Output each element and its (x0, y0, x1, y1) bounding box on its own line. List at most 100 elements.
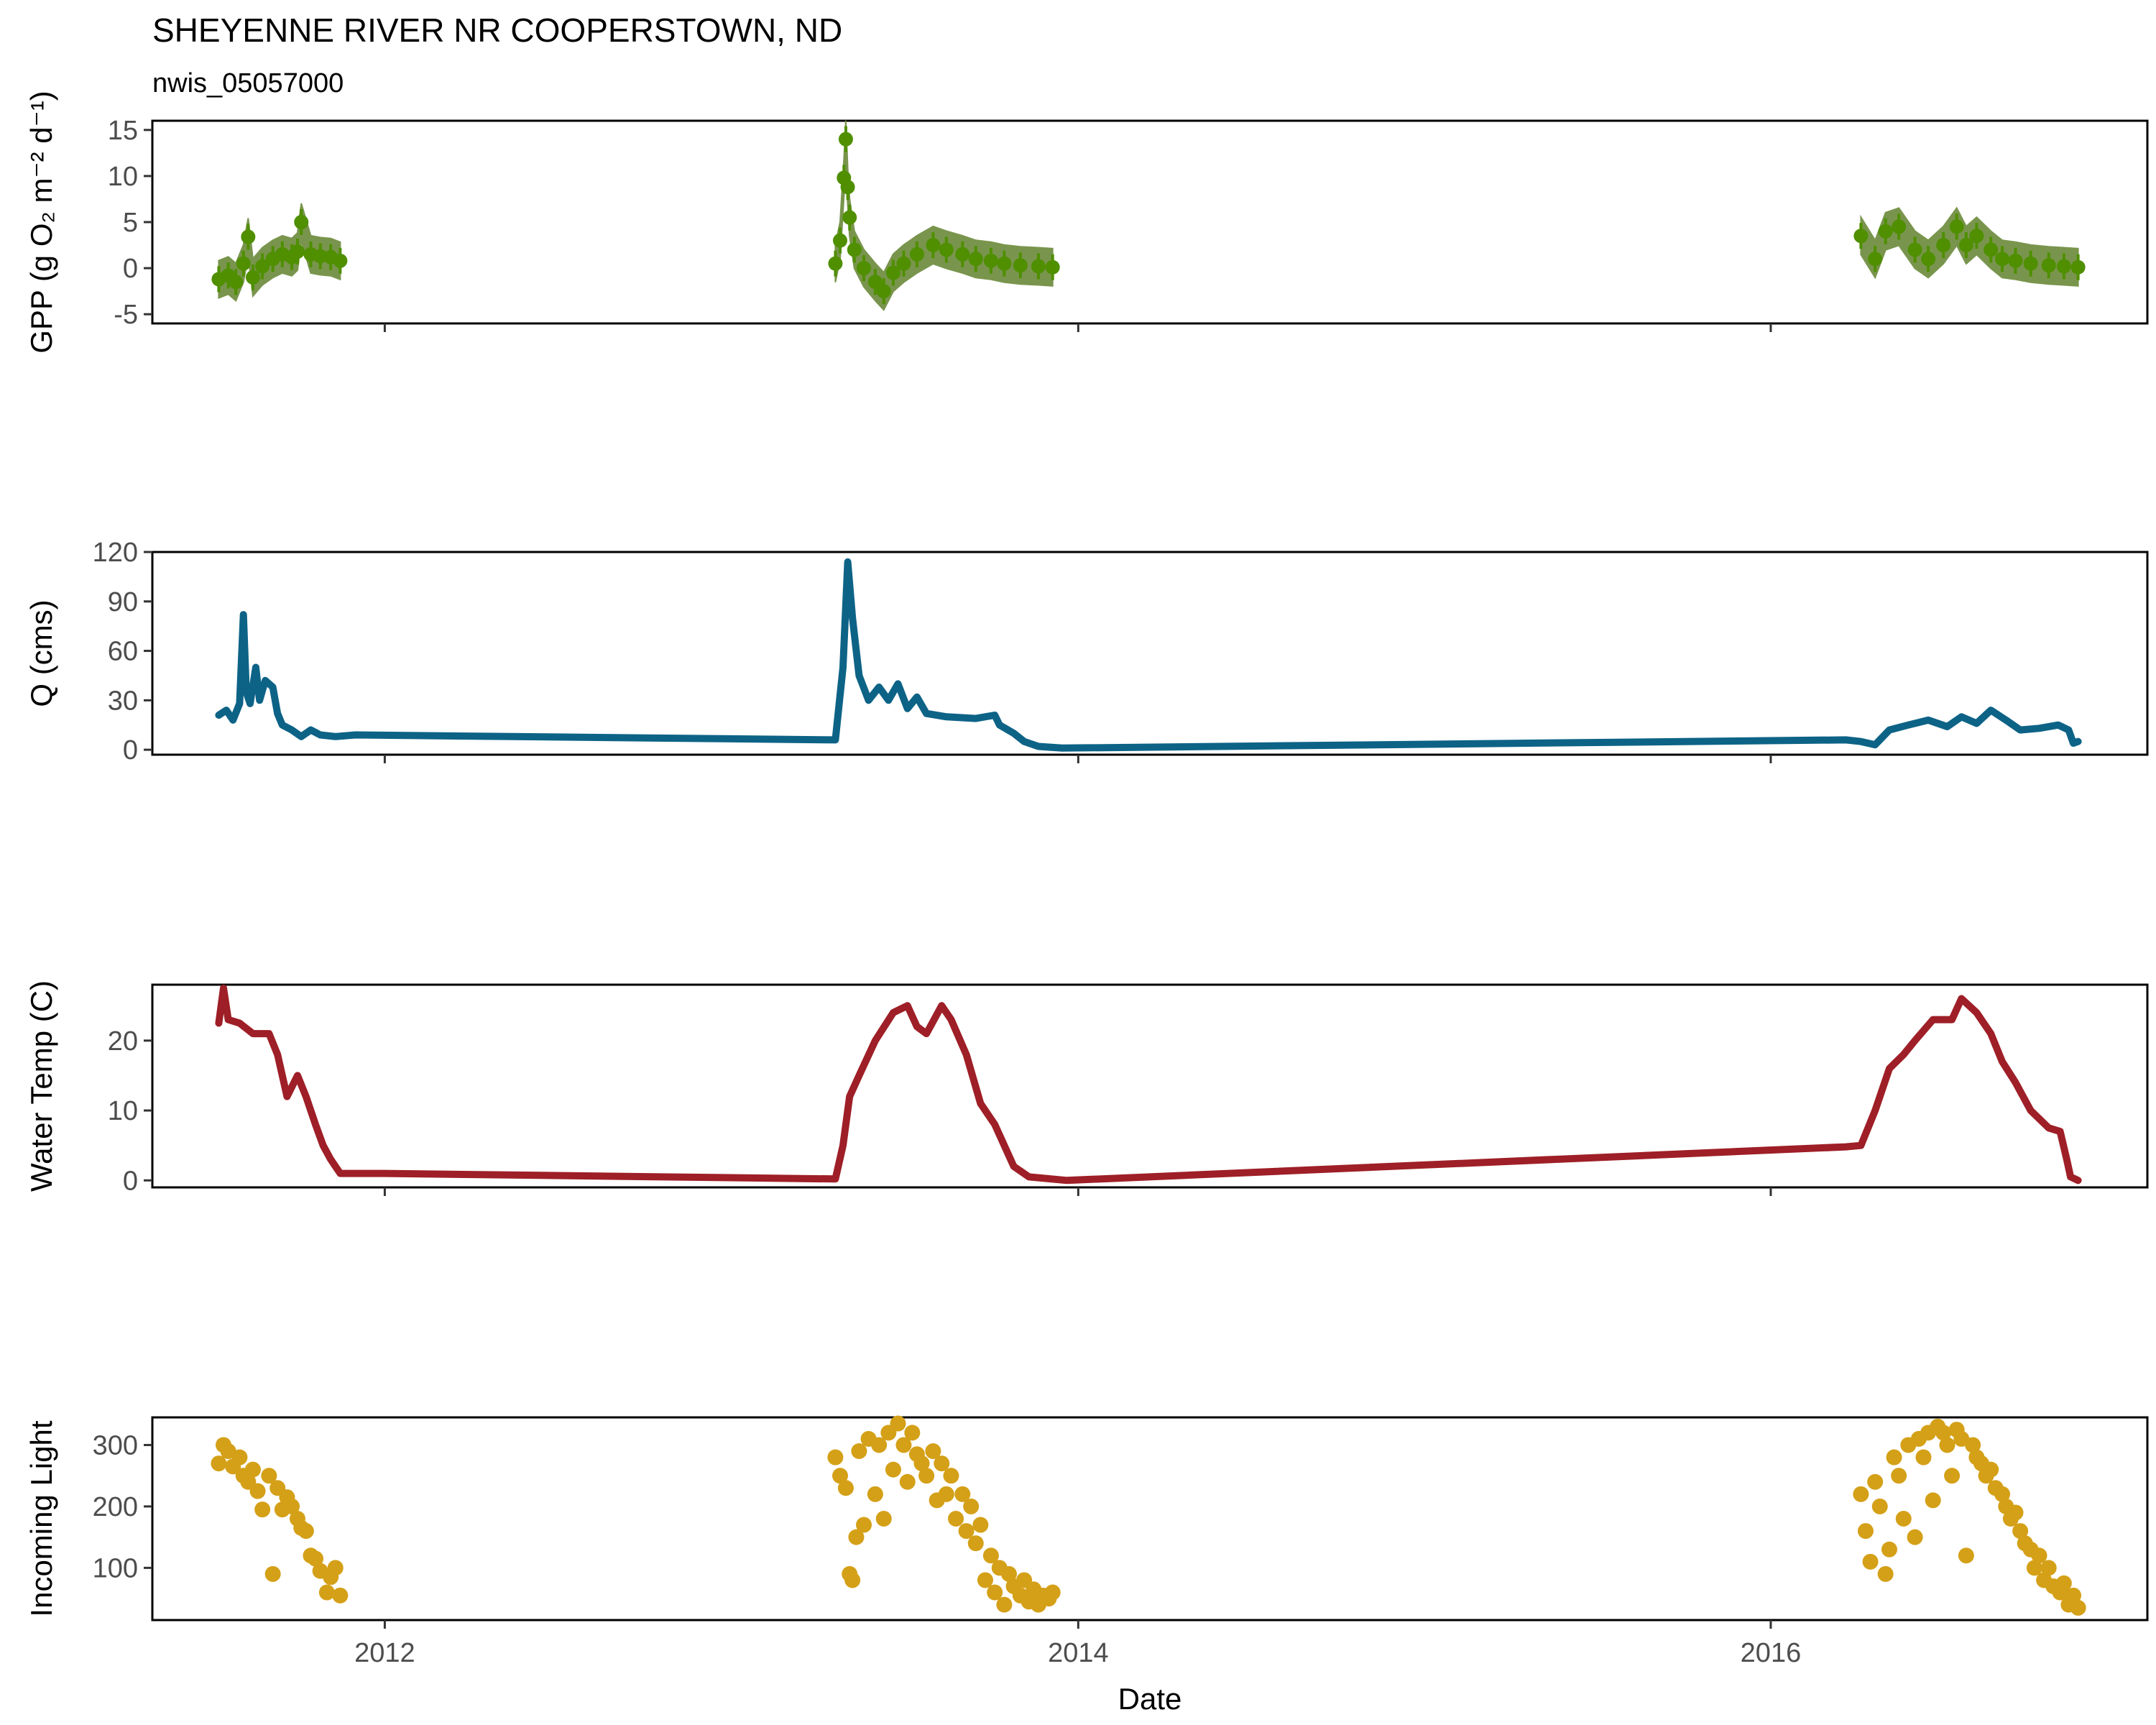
light-point (1925, 1492, 1941, 1509)
q-point (923, 710, 930, 717)
q-point (279, 722, 285, 728)
light-point (1965, 1437, 1981, 1453)
gpp-point (1958, 238, 1973, 253)
q-point (2036, 725, 2042, 732)
gpp-point (1853, 229, 1869, 244)
light-point (2070, 1599, 2086, 1616)
y-axis-label: Incoming Light (24, 1420, 58, 1616)
light-point (244, 1461, 261, 1478)
q-point (247, 700, 253, 707)
x-tick-label: 2012 (354, 1638, 415, 1668)
light-point (261, 1468, 277, 1484)
q-point (352, 732, 359, 738)
light-point (1944, 1468, 1961, 1484)
temp-point (1886, 1065, 1892, 1072)
light-point (987, 1584, 1003, 1601)
light-point (982, 1547, 999, 1564)
temp-point (939, 1003, 945, 1009)
panel-gpp: -5 0 5 10 15 GPP (g O₂ m⁻² d⁻¹) (24, 91, 2149, 354)
y-axis-label: Q (cms) (24, 599, 58, 707)
light-point (913, 1455, 930, 1472)
gpp-point (997, 256, 1012, 271)
y-tick-label: -5 (114, 300, 138, 330)
temp-point (2068, 1174, 2074, 1180)
y-tick-label: 10 (108, 1096, 138, 1126)
temp-point (275, 1052, 281, 1058)
gpp-point (1969, 229, 1984, 244)
q-point (262, 677, 269, 684)
light-point (327, 1560, 344, 1576)
panel-light: 100 200 300 Incoming Light (24, 1415, 2149, 1629)
series-light (211, 1415, 2086, 1616)
gpp-point (1995, 252, 2010, 267)
light-point (1853, 1486, 1869, 1502)
light-point (1994, 1486, 2011, 1502)
gpp-point (313, 249, 328, 264)
light-point (938, 1486, 954, 1502)
q-point (2003, 717, 2009, 723)
gpp-point (1984, 242, 1999, 257)
gpp-point (939, 242, 954, 257)
q-point (839, 664, 846, 671)
temp-point (1988, 1031, 1994, 1037)
y-axis-label: Water Temp (C) (24, 980, 58, 1192)
light-point (890, 1415, 906, 1432)
temp-point (1843, 1144, 1849, 1150)
gpp-point (245, 270, 260, 285)
light-point (856, 1517, 872, 1533)
light-point (918, 1468, 935, 1484)
q-point (1958, 714, 1965, 720)
temp-point (1010, 1163, 1017, 1169)
y-tick-label: 300 (93, 1430, 138, 1460)
light-point (1000, 1565, 1017, 1582)
light-point (231, 1449, 248, 1466)
temp-point (382, 1170, 388, 1177)
light-point (848, 1529, 865, 1545)
q-point (2070, 740, 2077, 746)
series-gpp (211, 120, 2086, 311)
light-point (972, 1517, 989, 1533)
q-point (904, 705, 911, 712)
x-axis: 2012 2014 2016 (354, 1638, 1801, 1668)
gpp-point (1949, 219, 1964, 234)
gpp-point (2023, 256, 2038, 271)
gpp-point (294, 215, 309, 229)
temp-point (337, 1170, 344, 1177)
light-point (1857, 1523, 1874, 1540)
temp-point (294, 1072, 300, 1079)
chart-title: SHEYENNE RIVER NR COOPERSTOWN, ND (152, 12, 842, 49)
q-point (849, 615, 856, 621)
y-tick-label: 60 (108, 637, 138, 667)
gpp-point (1013, 258, 1028, 273)
x-tick-label: 2014 (1048, 1638, 1109, 1668)
temp-point (1999, 1058, 2006, 1064)
temp-point (328, 1156, 334, 1163)
q-point (317, 732, 323, 738)
gpp-point (842, 210, 857, 225)
q-point (972, 715, 979, 722)
light-point (308, 1550, 324, 1567)
panel-frame (151, 551, 2149, 756)
light-point (963, 1498, 980, 1514)
gpp-point (838, 132, 853, 147)
gpp-point (857, 261, 872, 276)
light-point (895, 1437, 912, 1453)
gpp-point (876, 284, 891, 299)
panel-frame (151, 119, 2149, 325)
temp-point (303, 1093, 309, 1100)
light-point (967, 1535, 984, 1552)
q-point (2075, 738, 2081, 745)
temp-point (923, 1031, 930, 1037)
gpp-point (2056, 259, 2071, 274)
temp-point (2057, 1128, 2063, 1135)
temp-point (216, 1020, 222, 1026)
light-point (2007, 1504, 2024, 1521)
light-point (2055, 1575, 2072, 1591)
temp-point (847, 1093, 853, 1100)
q-point (943, 714, 949, 720)
q-point (865, 697, 872, 704)
light-point (332, 1587, 349, 1604)
y-tick-label: 5 (123, 208, 138, 238)
gpp-point (983, 253, 998, 268)
light-point (1044, 1584, 1061, 1601)
